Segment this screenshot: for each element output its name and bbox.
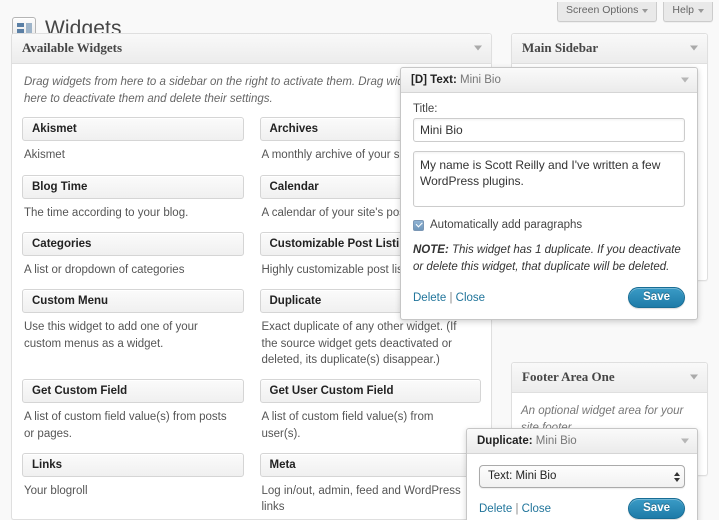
text-widget-actions: Delete | Close Save <box>413 287 685 309</box>
footer-area-one-header[interactable]: Footer Area One <box>512 363 707 393</box>
duplicate-note: NOTE: This widget has 1 duplicate. If yo… <box>413 242 685 275</box>
chevron-down-icon[interactable] <box>681 438 689 444</box>
text-widget-form: [D] Text: Mini Bio Title: My name is Sco… <box>400 67 698 321</box>
text-widget-body: Title: My name is Scott Reilly and I've … <box>401 93 697 319</box>
auto-paragraphs-checkbox[interactable] <box>413 219 424 231</box>
available-widgets-panel: Available Widgets Drag widgets from here… <box>11 33 492 520</box>
available-widget-description: Your blogroll <box>24 484 88 497</box>
available-widget-handle[interactable]: Blog Time <box>22 174 244 199</box>
available-widget-description: A list or dropdown of categories <box>24 263 185 276</box>
text-widget-header-prefix: [D] Text: <box>411 74 457 86</box>
text-widget-header[interactable]: [D] Text: Mini Bio <box>401 68 697 93</box>
auto-paragraphs-row[interactable]: Automatically add paragraphs <box>413 219 685 231</box>
available-widget-handle[interactable]: Get Custom Field <box>22 379 244 404</box>
footer-area-one-title: Footer Area One <box>522 369 615 384</box>
duplicate-widget-header-value: Mini Bio <box>535 435 577 447</box>
available-widget-description: A list of custom field value(s) from pos… <box>24 411 227 440</box>
save-button[interactable]: Save <box>628 498 685 519</box>
duplicate-note-prefix: NOTE: <box>413 244 449 256</box>
chevron-down-icon[interactable] <box>690 374 698 380</box>
delete-link[interactable]: Delete <box>479 502 513 515</box>
available-widget-card: Get Custom Field A list of custom field v… <box>22 379 244 442</box>
main-sidebar-title: Main Sidebar <box>522 40 599 55</box>
available-widget-description: Akismet <box>24 149 65 162</box>
available-widget-card: Links Your blogroll <box>22 452 244 516</box>
help-tab[interactable]: Help <box>663 2 713 22</box>
delete-link[interactable]: Delete <box>413 291 447 304</box>
available-widgets-header[interactable]: Available Widgets <box>12 34 491 64</box>
stepper-arrows-icon[interactable] <box>674 471 680 482</box>
available-widget-card: Custom Menu Use this widget to add one of… <box>22 289 244 368</box>
duplicate-widget-links: Delete | Close <box>479 503 551 515</box>
close-link[interactable]: Close <box>521 502 552 515</box>
available-widget-description: Log in/out, admin, feed and WordPress li… <box>261 484 461 514</box>
available-widget-handle[interactable]: Get User Custom Field <box>259 379 481 404</box>
available-widget-description: The time according to your blog. <box>24 206 189 219</box>
source-widget-select[interactable]: Text: Mini Bio <box>479 465 685 488</box>
title-input[interactable] <box>413 118 685 142</box>
chevron-down-icon <box>698 8 704 13</box>
close-link[interactable]: Close <box>455 291 486 304</box>
available-widgets-body: Drag widgets from here to a sidebar on t… <box>12 64 491 519</box>
title-label: Title: <box>413 103 438 115</box>
duplicate-note-text: This widget has 1 duplicate. If you deac… <box>413 244 681 273</box>
link-separator: | <box>515 502 519 515</box>
link-separator: | <box>449 291 453 304</box>
available-widget-card: Get User Custom Field A list of custom fi… <box>259 379 481 442</box>
chevron-down-icon[interactable] <box>681 77 689 83</box>
text-widget-header-value: Mini Bio <box>459 74 501 86</box>
available-widget-description: Use this widget to add one of your custo… <box>24 321 198 350</box>
available-widget-handle[interactable]: Meta <box>259 452 481 477</box>
available-widget-card: Meta Log in/out, admin, feed and WordPres… <box>259 452 481 516</box>
available-widget-description: Highly customizable post listings. <box>261 263 431 276</box>
duplicate-widget-form: Duplicate: Mini Bio Text: Mini Bio Delet… <box>466 428 698 520</box>
duplicate-widget-actions: Delete | Close Save <box>479 498 685 519</box>
available-widget-card: Akismet Akismet <box>22 117 244 163</box>
auto-paragraphs-label: Automatically add paragraphs <box>430 219 583 231</box>
chevron-down-icon <box>642 8 649 13</box>
save-button[interactable]: Save <box>628 287 685 309</box>
available-widget-handle[interactable]: Links <box>22 452 244 477</box>
available-widget-description: A calendar of your site's posts <box>261 206 414 219</box>
screen-meta-tabs: Screen Options Help <box>557 2 713 22</box>
duplicate-widget-header[interactable]: Duplicate: Mini Bio <box>467 429 697 454</box>
available-widget-handle[interactable]: Categories <box>22 231 244 256</box>
screen-options-tab[interactable]: Screen Options <box>557 2 658 22</box>
content-textarea[interactable]: My name is Scott Reilly and I've written… <box>413 151 685 207</box>
chevron-down-icon[interactable] <box>690 45 698 51</box>
available-widget-handle[interactable]: Custom Menu <box>22 289 244 314</box>
text-widget-links: Delete | Close <box>413 292 485 304</box>
available-widgets-intro: Drag widgets from here to a sidebar on t… <box>24 75 453 105</box>
available-widget-handle[interactable]: Akismet <box>22 117 244 142</box>
help-label: Help <box>672 4 694 16</box>
main-sidebar-header[interactable]: Main Sidebar <box>512 34 707 64</box>
duplicate-widget-header-prefix: Duplicate: <box>477 435 533 447</box>
chevron-down-icon[interactable] <box>474 45 482 51</box>
available-widget-card: Categories A list or dropdown of categori… <box>22 231 244 278</box>
duplicate-widget-body: Text: Mini Bio Delete | Close Save <box>467 454 697 520</box>
source-widget-select-value: Text: Mini Bio <box>488 470 557 482</box>
available-widgets-title: Available Widgets <box>22 40 123 55</box>
available-widget-description: Exact duplicate of any other widget. (If… <box>261 321 457 366</box>
available-widget-card: Blog Time The time according to your blog… <box>22 174 244 221</box>
available-widgets-grid: Akismet Akismet Archives A monthly archive … <box>22 117 481 519</box>
screen-options-label: Screen Options <box>566 4 639 16</box>
available-widget-description: A list of custom field value(s) from use… <box>261 411 434 440</box>
